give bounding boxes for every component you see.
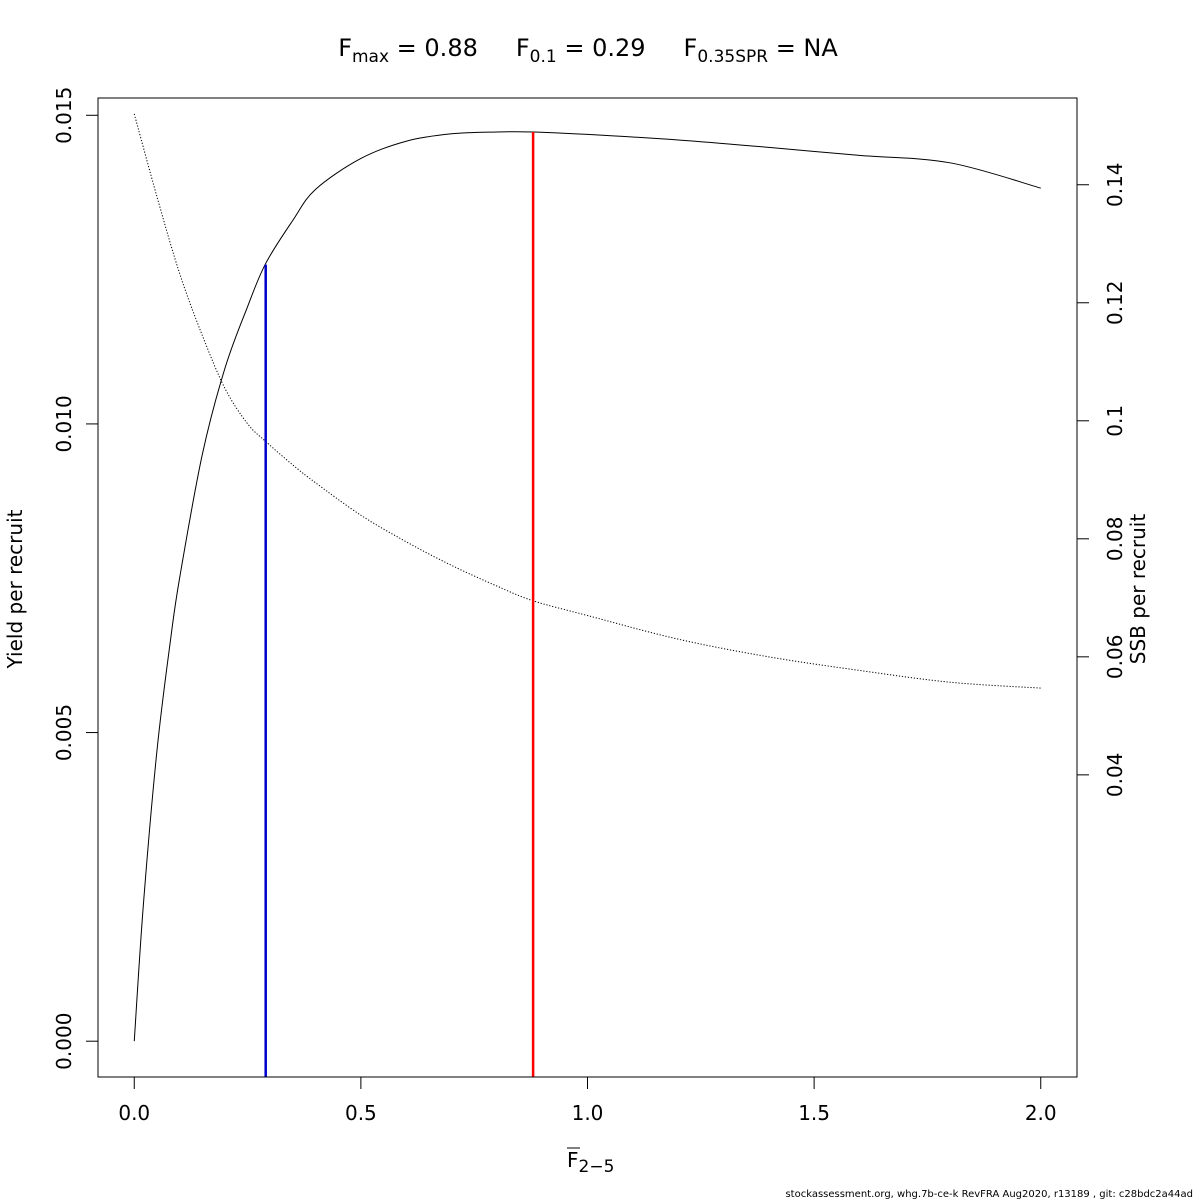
yield-per-recruit-line	[133, 131, 1041, 1042]
x-axis-title-base: F	[567, 1148, 579, 1172]
f01-label: F	[516, 34, 530, 62]
fspr-label: F	[684, 34, 698, 62]
x-axis-title-subscript: 2−5	[579, 1157, 615, 1177]
y2-tick-label: 0.06	[1103, 635, 1127, 680]
x-tick-label: 0.5	[345, 1101, 377, 1125]
x-axis: 0.0 0.5 1.0 1.5 2.0	[118, 1076, 1057, 1125]
y2-tick-label: 0.1	[1103, 405, 1127, 437]
y-axis-left: 0.000 0.005 0.010 0.015	[52, 87, 99, 1070]
y-axis-right: 0.04 0.06 0.08 0.1 0.12 0.14	[1076, 162, 1127, 798]
series-layer	[133, 113, 1041, 1042]
x-tick-label: 1.5	[798, 1101, 830, 1125]
y-tick-label: 0.005	[52, 704, 76, 761]
f01-value: = 0.29	[557, 34, 646, 62]
y-tick-label: 0.015	[52, 87, 76, 144]
reference-lines	[264, 131, 535, 1077]
y2-tick-label: 0.04	[1103, 753, 1127, 798]
x-tick-label: 1.0	[572, 1101, 604, 1125]
x-axis-title: F2−5	[567, 1147, 614, 1177]
x-tick-label: 0.0	[118, 1101, 150, 1125]
fmax-subscript: max	[352, 47, 389, 67]
y-tick-label: 0.000	[52, 1013, 76, 1070]
y2-axis-title: SSB per recruit	[1126, 514, 1150, 665]
fspr-subscript: 0.35SPR	[697, 47, 768, 67]
fmax-label: F	[338, 34, 352, 62]
chart-title: Fmax = 0.88 F0.1 = 0.29 F0.35SPR = NA	[338, 34, 838, 67]
y2-tick-label: 0.12	[1103, 281, 1127, 326]
f01-subscript: 0.1	[530, 47, 557, 67]
footer-note: stockassessment.org, whg.7b-ce-k RevFRA …	[785, 1189, 1193, 1200]
svg-text:F2−5: F2−5	[567, 1148, 614, 1177]
x-tick-label: 2.0	[1025, 1101, 1057, 1125]
fspr-value: = NA	[768, 34, 838, 62]
y2-tick-label: 0.14	[1103, 162, 1127, 207]
y-axis-title: Yield per recruit	[3, 509, 27, 669]
y-tick-label: 0.010	[52, 395, 76, 452]
plot-frame	[97, 97, 1078, 1078]
fmax-value: = 0.88	[389, 34, 478, 62]
y2-tick-label: 0.08	[1103, 517, 1127, 562]
ssb-per-recruit-line	[133, 113, 1041, 689]
